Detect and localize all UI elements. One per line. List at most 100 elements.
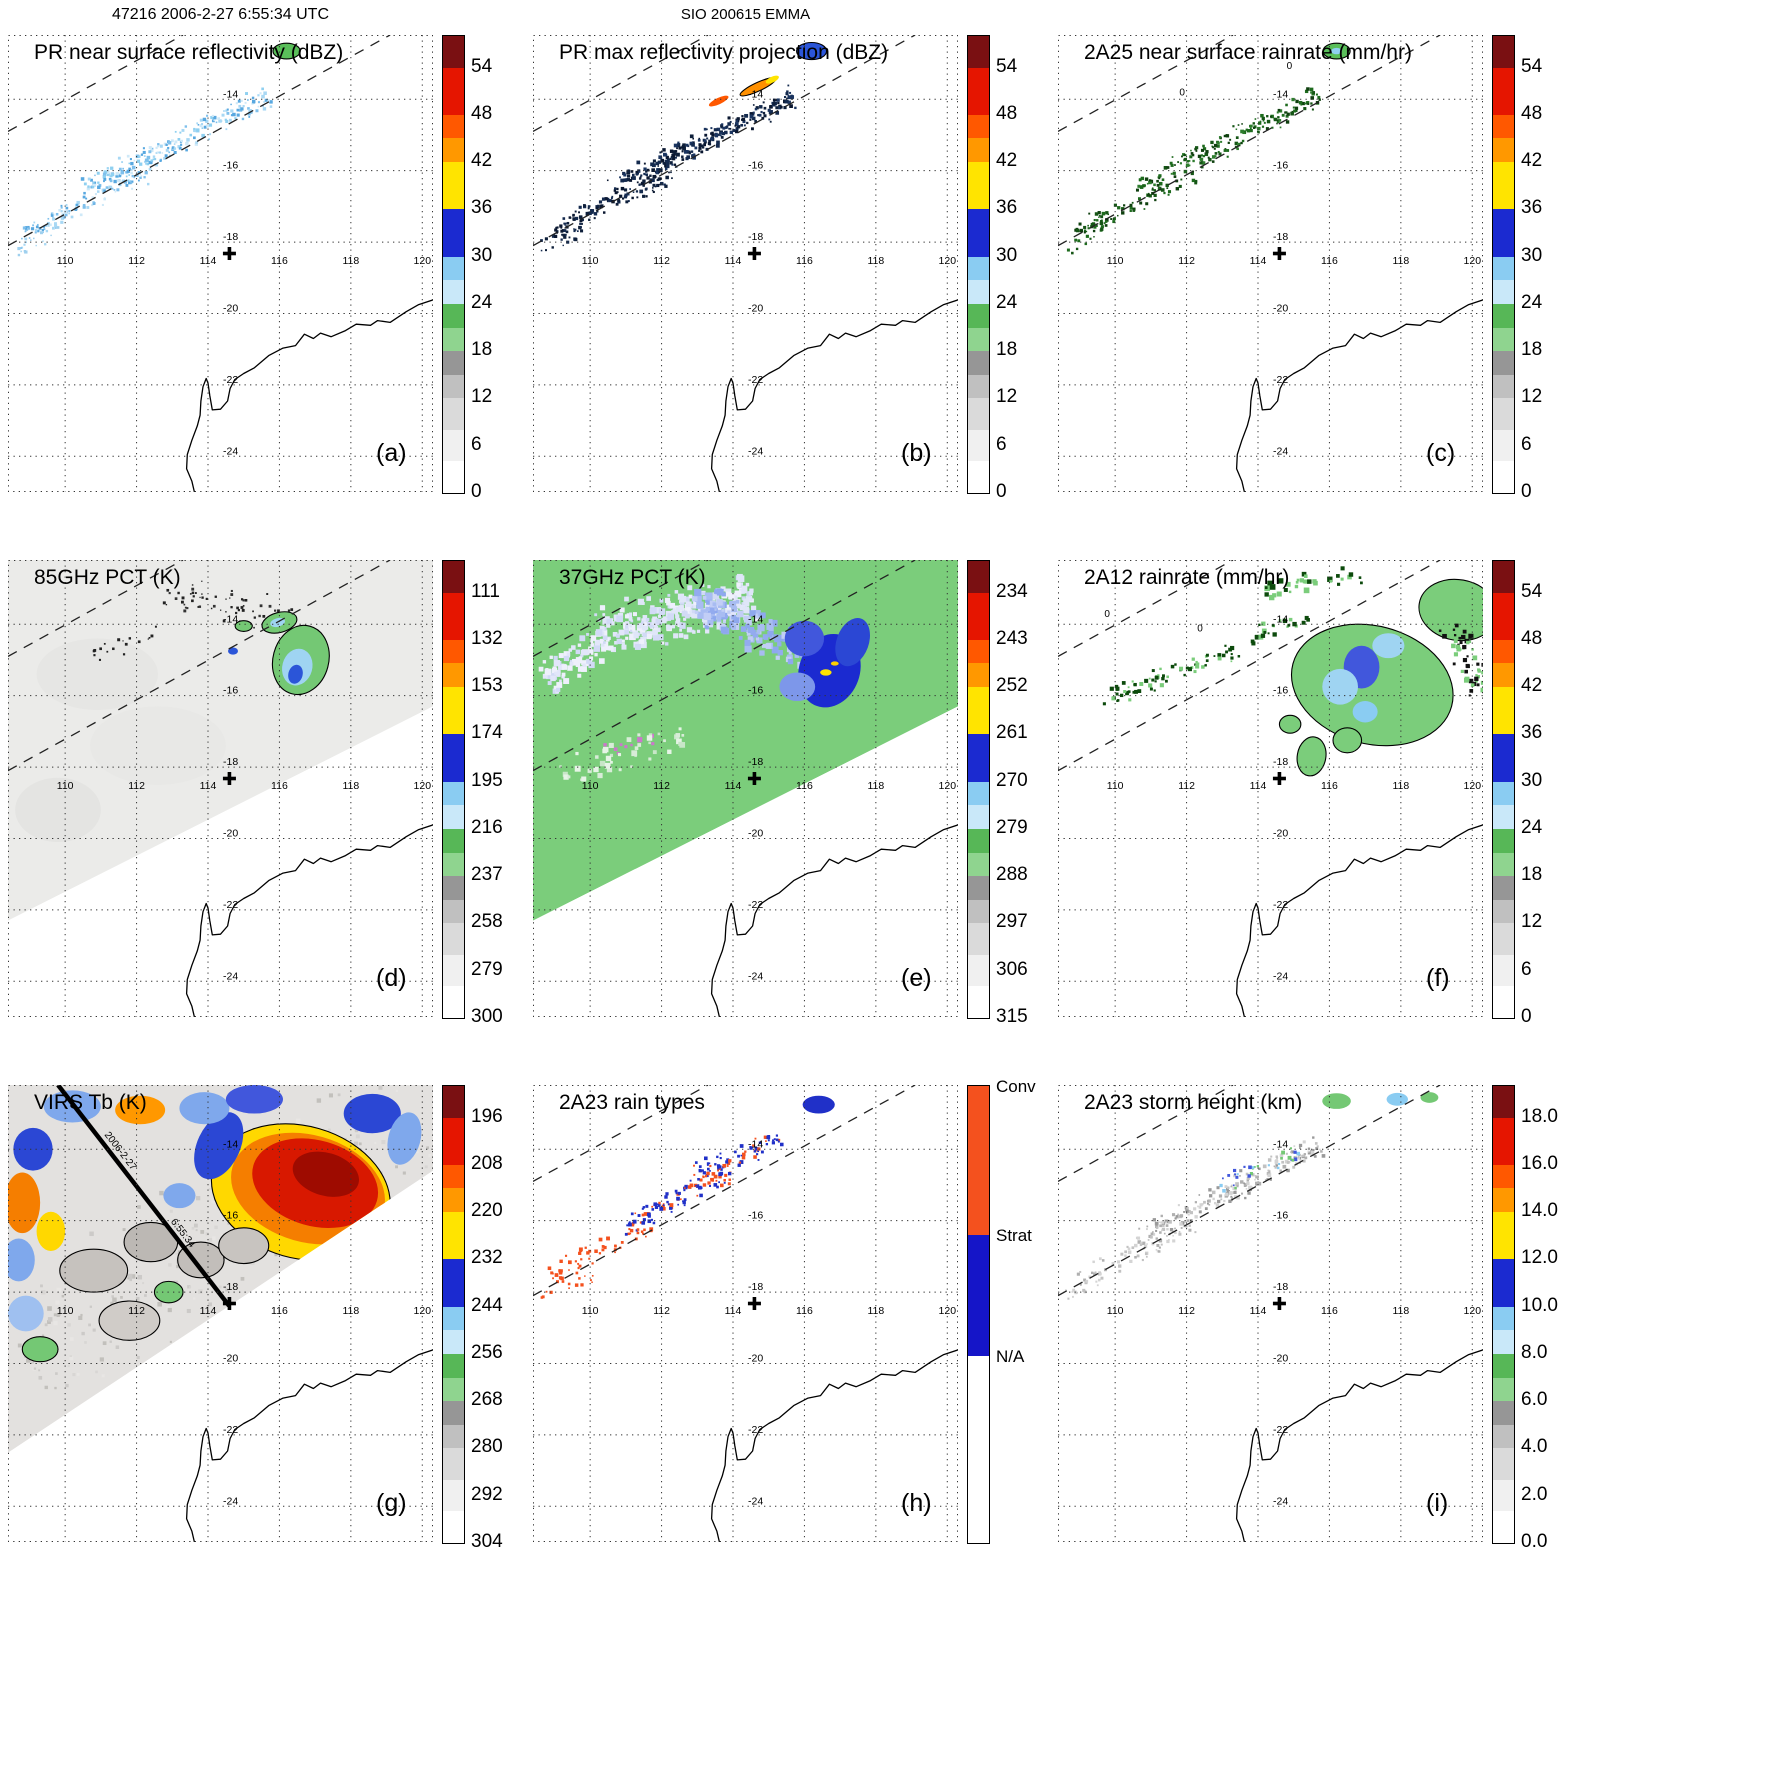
- data-speckle: [229, 597, 231, 599]
- data-speckle: [620, 186, 625, 191]
- data-speckle: [1116, 699, 1120, 702]
- lon-label: 112: [653, 1305, 670, 1317]
- data-speckle: [159, 1190, 164, 1196]
- colorbar-segment: [443, 1377, 464, 1402]
- data-speckle: [41, 228, 44, 232]
- data-speckle: [608, 199, 612, 203]
- data-speckle: [719, 1168, 721, 1170]
- data-speckle: [1235, 136, 1239, 140]
- data-speckle: [660, 158, 664, 163]
- data-blob: [218, 1227, 270, 1265]
- data-speckle: [544, 249, 548, 252]
- data-speckle: [146, 182, 150, 186]
- data-speckle: [1146, 1225, 1149, 1228]
- lon-label: 110: [1107, 255, 1124, 267]
- data-speckle: [639, 1221, 643, 1224]
- data-speckle: [218, 119, 222, 123]
- data-speckle: [70, 215, 74, 219]
- data-speckle: [1243, 1183, 1248, 1187]
- data-speckle: [1104, 224, 1108, 227]
- data-speckle: [566, 221, 570, 225]
- panel-title-e: 37GHz PCT (K): [559, 566, 706, 589]
- data-speckle: [562, 771, 568, 777]
- data-speckle: [1316, 1145, 1319, 1148]
- data-speckle: [93, 648, 97, 652]
- data-speckle: [1452, 662, 1456, 666]
- data-speckle: [1171, 1230, 1174, 1232]
- data-speckle: [1162, 674, 1165, 678]
- data-speckle: [101, 203, 104, 207]
- data-speckle: [706, 1163, 709, 1166]
- data-speckle: [232, 112, 236, 117]
- data-speckle: [681, 145, 685, 149]
- data-speckle: [562, 217, 566, 220]
- data-speckle: [723, 1181, 726, 1184]
- data-speckle: [642, 626, 647, 631]
- data-speckle: [664, 167, 668, 171]
- data-speckle: [117, 638, 121, 642]
- data-speckle: [1240, 1180, 1244, 1184]
- data-speckle: [1243, 1182, 1246, 1185]
- colorbar-tick-label: 18: [996, 339, 1018, 361]
- data-speckle: [641, 618, 648, 625]
- data-speckle: [1253, 1166, 1256, 1168]
- data-speckle: [1210, 140, 1214, 145]
- data-speckle: [585, 211, 590, 216]
- colorbar-tick-label: 42: [1521, 675, 1543, 697]
- data-speckle: [238, 104, 242, 108]
- data-speckle: [205, 1232, 209, 1236]
- lat-label: -16: [1273, 685, 1288, 697]
- data-blob: [835, 617, 870, 667]
- data-speckle: [1229, 138, 1232, 141]
- data-speckle: [1294, 106, 1299, 110]
- data-speckle: [1235, 1175, 1239, 1179]
- data-speckle: [590, 643, 595, 647]
- data-speckle: [1204, 1207, 1208, 1211]
- data-speckle: [727, 610, 731, 614]
- lon-label: 114: [725, 1305, 742, 1317]
- data-speckle: [704, 602, 712, 610]
- data-speckle: [1183, 154, 1186, 157]
- data-speckle: [1440, 628, 1445, 634]
- data-speckle: [1160, 1221, 1163, 1224]
- colorbar-tick-label: 279: [996, 816, 1028, 838]
- data-speckle: [694, 610, 699, 614]
- data-speckle: [33, 1367, 37, 1370]
- data-speckle: [1312, 1148, 1315, 1152]
- data-speckle: [715, 143, 720, 148]
- data-speckle: [667, 593, 671, 597]
- data-speckle: [710, 127, 713, 130]
- data-speckle: [625, 200, 629, 204]
- data-speckle: [718, 1175, 722, 1179]
- data-speckle: [20, 250, 22, 253]
- data-speckle: [567, 1282, 571, 1286]
- data-speckle: [1093, 225, 1097, 229]
- colorbar-segment: [968, 986, 989, 1018]
- data-speckle: [607, 197, 610, 201]
- data-speckle: [554, 234, 558, 239]
- colorbar-tick-label: 18: [1521, 339, 1543, 361]
- data-speckle: [686, 150, 689, 153]
- data-speckle: [1244, 1196, 1247, 1200]
- data-speckle: [154, 163, 159, 167]
- data-speckle: [784, 99, 788, 104]
- data-speckle: [1121, 681, 1126, 685]
- data-speckle: [773, 1138, 776, 1141]
- data-speckle: [1132, 209, 1136, 212]
- data-speckle: [1462, 644, 1467, 650]
- data-speckle: [1123, 204, 1126, 207]
- data-blob: [115, 1095, 166, 1125]
- data-speckle: [117, 156, 121, 160]
- data-speckle: [1462, 657, 1468, 663]
- data-speckle: [692, 137, 695, 140]
- data-speckle: [1129, 209, 1132, 213]
- data-speckle: [701, 146, 705, 149]
- data-speckle: [1112, 218, 1115, 220]
- data-speckle: [91, 203, 94, 207]
- data-speckle: [230, 593, 234, 596]
- data-speckle: [629, 178, 633, 182]
- data-speckle: [1085, 234, 1089, 238]
- data-speckle: [202, 117, 207, 122]
- data-speckle: [701, 583, 705, 587]
